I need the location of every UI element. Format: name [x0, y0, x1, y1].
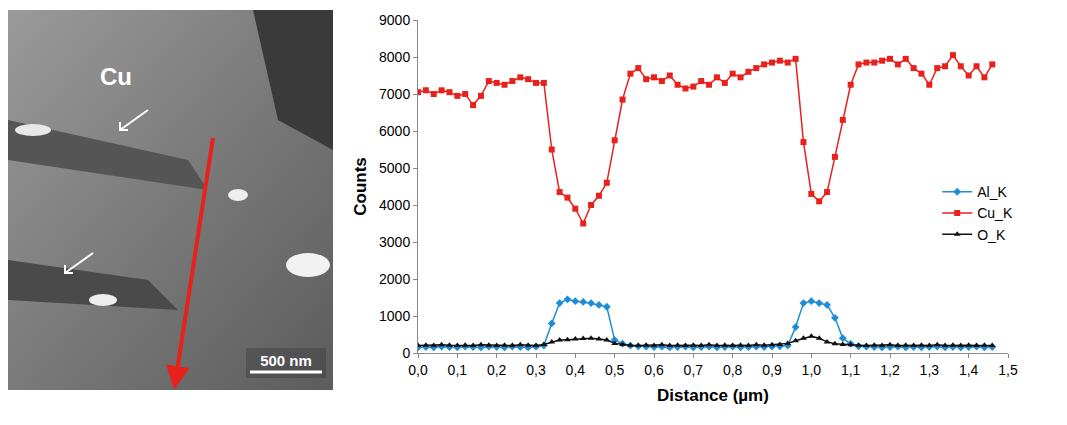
svg-text:Al_K: Al_K — [977, 184, 1007, 200]
svg-text:1,3: 1,3 — [920, 362, 940, 378]
svg-text:7000: 7000 — [379, 86, 410, 102]
svg-text:Distance (µm): Distance (µm) — [657, 386, 769, 405]
svg-text:9000: 9000 — [379, 12, 410, 28]
svg-text:Cu_K: Cu_K — [977, 205, 1013, 221]
svg-text:0,2: 0,2 — [487, 362, 507, 378]
svg-text:500 nm: 500 nm — [260, 352, 312, 369]
svg-text:6000: 6000 — [379, 123, 410, 139]
svg-text:O_K: O_K — [977, 227, 1006, 243]
svg-text:1,4: 1,4 — [959, 362, 979, 378]
svg-text:8000: 8000 — [379, 49, 410, 65]
svg-text:3000: 3000 — [379, 234, 410, 250]
svg-text:1,0: 1,0 — [802, 362, 822, 378]
svg-text:0,5: 0,5 — [605, 362, 625, 378]
svg-text:1000: 1000 — [379, 308, 410, 324]
svg-text:0,3: 0,3 — [526, 362, 546, 378]
svg-text:1,5: 1,5 — [998, 362, 1018, 378]
svg-text:0,6: 0,6 — [644, 362, 664, 378]
svg-text:0,7: 0,7 — [684, 362, 704, 378]
svg-text:0,4: 0,4 — [566, 362, 586, 378]
svg-text:1,1: 1,1 — [841, 362, 861, 378]
svg-text:Cu: Cu — [100, 63, 132, 90]
svg-text:4000: 4000 — [379, 197, 410, 213]
svg-text:2000: 2000 — [379, 271, 410, 287]
svg-text:Counts: Counts — [351, 157, 370, 216]
svg-text:0: 0 — [402, 345, 410, 361]
svg-text:0,9: 0,9 — [762, 362, 782, 378]
svg-text:0,8: 0,8 — [723, 362, 743, 378]
svg-text:1,2: 1,2 — [880, 362, 900, 378]
svg-text:0,0: 0,0 — [408, 362, 428, 378]
svg-text:0,1: 0,1 — [448, 362, 468, 378]
svg-text:5000: 5000 — [379, 160, 410, 176]
